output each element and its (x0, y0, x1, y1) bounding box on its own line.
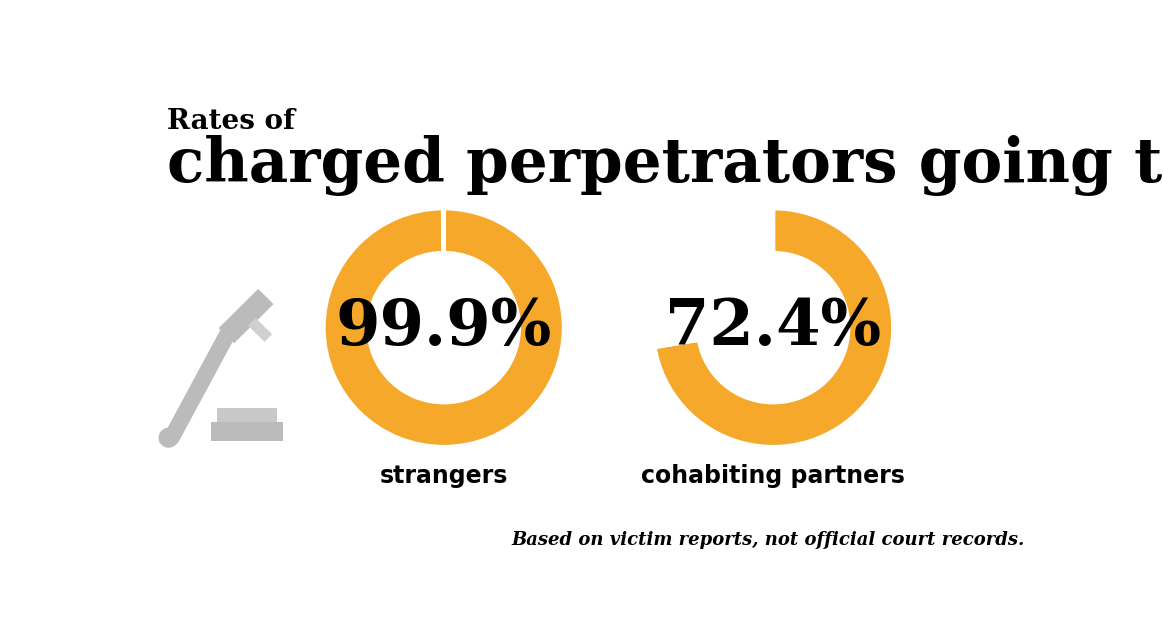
Text: 72.4%: 72.4% (665, 297, 882, 358)
Wedge shape (655, 209, 893, 447)
Wedge shape (652, 209, 773, 347)
Circle shape (158, 428, 179, 447)
Text: Based on victim reports, not official court records.: Based on victim reports, not official co… (512, 531, 1025, 549)
Text: 99.9%: 99.9% (336, 297, 552, 358)
Text: cohabiting partners: cohabiting partners (641, 464, 905, 488)
Wedge shape (323, 209, 564, 447)
FancyBboxPatch shape (212, 422, 283, 441)
Polygon shape (219, 289, 273, 343)
Polygon shape (248, 318, 272, 342)
Text: strangers: strangers (379, 464, 508, 488)
Text: charged perpetrators going to court:: charged perpetrators going to court: (167, 135, 1163, 196)
Text: Rates of: Rates of (167, 108, 295, 135)
Polygon shape (159, 324, 242, 443)
FancyBboxPatch shape (216, 408, 277, 424)
